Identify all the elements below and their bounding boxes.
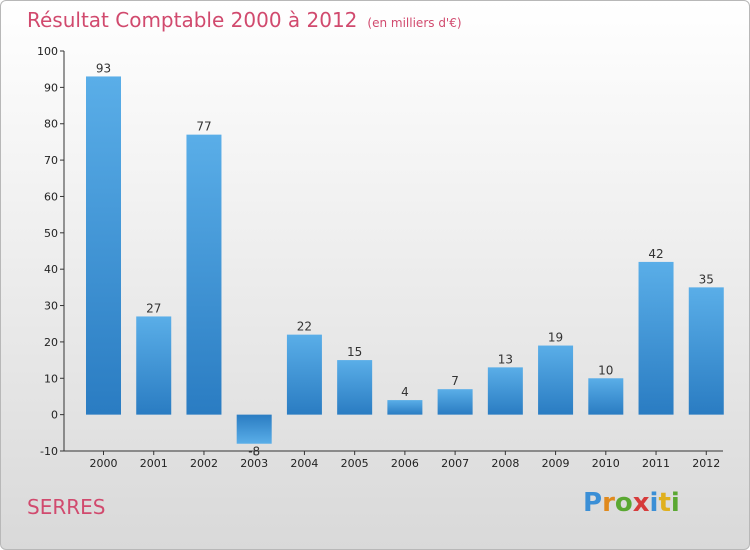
data-label: 15 [347, 345, 362, 359]
data-label: 77 [196, 120, 211, 134]
logo-letter: x [632, 488, 650, 518]
x-tick-label: 2001 [140, 457, 168, 470]
logo-letter: r [602, 488, 615, 518]
logo-letter: P [583, 488, 603, 518]
x-tick-label: 2002 [190, 457, 218, 470]
y-tick-label: 30 [44, 300, 58, 313]
data-label: 10 [598, 363, 613, 377]
proxiti-logo: Proxiti [583, 488, 680, 518]
bar-2012 [688, 287, 724, 415]
x-tick-label: 2009 [542, 457, 570, 470]
data-label: 4 [401, 385, 409, 399]
x-tick-label: 2008 [491, 457, 519, 470]
bar-2009 [538, 345, 574, 415]
bar-2007 [437, 389, 473, 415]
logo-letter: i [649, 488, 659, 518]
x-tick-label: 2004 [290, 457, 318, 470]
bar-2000 [86, 76, 121, 415]
bar-2001 [136, 316, 172, 415]
y-tick-label: 40 [44, 263, 58, 276]
x-tick-label: 2006 [391, 457, 419, 470]
x-tick-label: 2011 [642, 457, 670, 470]
logo-letter: t [658, 488, 671, 518]
x-tick-label: 2010 [592, 457, 620, 470]
y-tick-label: 20 [44, 336, 58, 349]
bar-2008 [487, 367, 523, 415]
logo-letter: i [670, 488, 680, 518]
x-tick-label: 2007 [441, 457, 469, 470]
y-tick-label: 80 [44, 118, 58, 131]
bar-2010 [588, 378, 624, 415]
bar-2002 [186, 134, 222, 415]
data-label: 13 [498, 352, 513, 366]
y-tick-label: 100 [37, 45, 58, 58]
bar-2004 [286, 334, 322, 415]
data-label: 19 [548, 331, 563, 345]
x-tick-label: 2003 [240, 457, 268, 470]
data-label: 42 [648, 247, 663, 261]
chart-title: Résultat Comptable 2000 à 2012 (en millie… [27, 8, 462, 32]
bar-2011 [638, 261, 674, 415]
commune-name: SERRES [27, 495, 106, 519]
title-text: Résultat Comptable 2000 à 2012 [27, 8, 358, 32]
data-label: 22 [297, 320, 312, 334]
y-tick-label: 50 [44, 227, 58, 240]
y-tick-label: 90 [44, 81, 58, 94]
y-tick-label: 0 [51, 409, 58, 422]
y-tick-label: 70 [44, 154, 58, 167]
data-label: -8 [248, 445, 260, 459]
data-label: 7 [451, 374, 459, 388]
y-tick-label: 60 [44, 190, 58, 203]
x-tick-label: 2012 [692, 457, 720, 470]
y-tick-label: 10 [44, 372, 58, 385]
bar-2003 [236, 414, 272, 444]
x-tick-label: 2005 [341, 457, 369, 470]
x-tick-label: 2000 [90, 457, 118, 470]
bar-2005 [337, 360, 373, 415]
data-label: 35 [699, 272, 714, 286]
logo-letter: o [614, 488, 633, 518]
unit-label: (en milliers d'€) [367, 16, 462, 30]
bar-2006 [387, 400, 423, 415]
data-label: 93 [96, 61, 111, 75]
data-label: 27 [146, 301, 161, 315]
y-tick-label: -10 [40, 445, 58, 458]
